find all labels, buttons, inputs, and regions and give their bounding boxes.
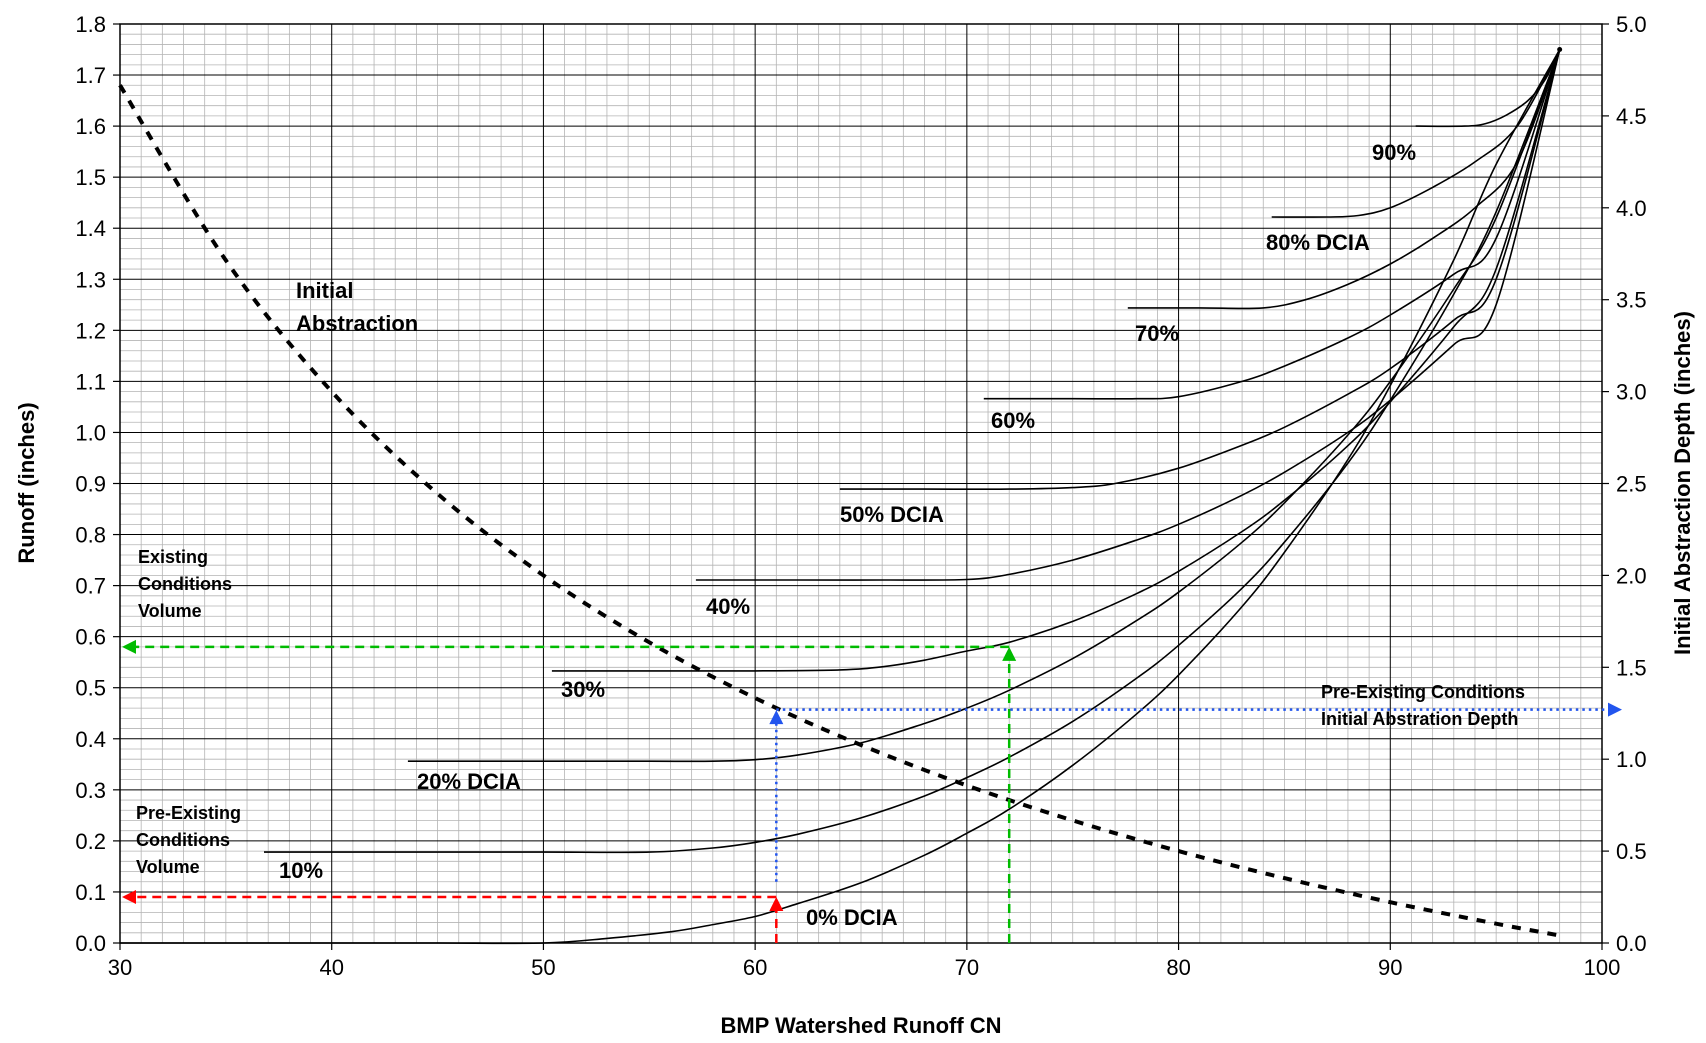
y-tick-label: 1.0 xyxy=(75,420,106,445)
y-tick-label: 0.8 xyxy=(75,523,106,548)
curve-label-10-pct: 10% xyxy=(279,858,323,883)
y2-tick-label: 0.5 xyxy=(1616,839,1647,864)
existing-conditions-volume-left-arrow xyxy=(122,639,136,654)
pre-existing-conditions-volume-line-3: Volume xyxy=(136,857,200,877)
y-tick-label: 0.4 xyxy=(75,727,106,752)
initial-abstraction-label-line-1: Initial xyxy=(296,278,353,303)
y2-tick-label: 1.5 xyxy=(1616,655,1647,680)
pre-existing-abstraction-depth-right-arrow xyxy=(1608,702,1622,717)
pre-existing-conditions-volume-line-1: Pre-Existing xyxy=(136,803,241,823)
y2-tick-label: 0.0 xyxy=(1616,931,1647,956)
pre-existing-conditions-volume-up-arrow xyxy=(769,897,784,912)
y-axis-title: Runoff (inches) xyxy=(14,402,39,563)
curve-30-pct xyxy=(551,49,1561,672)
curve-50-pct-dcia xyxy=(839,49,1561,491)
existing-conditions-volume-line-2: Conditions xyxy=(138,574,232,594)
curve-label-0-pct-dcia: 0% DCIA xyxy=(806,905,898,930)
curve-initial-abstraction xyxy=(118,84,1561,938)
initial-abstraction-label: Initial Abstraction xyxy=(296,278,418,336)
y-tick-label: 1.2 xyxy=(75,318,106,343)
curve-label-90-pct: 90% xyxy=(1372,140,1416,165)
y-tick-label: 0.6 xyxy=(75,625,106,650)
axis-ticks: 30 40 50 60 70 80 90 1000.00.10.20.30.40.50.60.… xyxy=(75,12,1646,980)
existing-conditions-volume-label: Existing Conditions Volume xyxy=(138,547,232,621)
y-tick-label: 0.7 xyxy=(75,574,106,599)
curve-70-pct xyxy=(1127,49,1561,310)
x-tick-label: 80 xyxy=(1166,955,1190,980)
curve-label-70-pct: 70% xyxy=(1135,321,1179,346)
y2-tick-label: 1.0 xyxy=(1616,747,1647,772)
y-tick-label: 1.1 xyxy=(75,369,106,394)
y-tick-label: 1.7 xyxy=(75,63,106,88)
existing-conditions-volume-up-arrow xyxy=(1002,646,1017,661)
curve-label-60-pct: 60% xyxy=(991,408,1035,433)
x-tick-label: 60 xyxy=(743,955,767,980)
curve-label-40-pct: 40% xyxy=(706,594,750,619)
curve-60-pct xyxy=(983,49,1561,400)
y2-tick-label: 3.5 xyxy=(1616,288,1647,313)
y-tick-label: 1.6 xyxy=(75,114,106,139)
curve-80-pct-dcia xyxy=(1271,49,1561,218)
pre-existing-abstraction-depth-up-arrow xyxy=(769,710,784,725)
guide-lines xyxy=(122,639,1622,943)
curve-90-pct xyxy=(1415,49,1561,128)
pre-existing-conditions-volume-left-arrow xyxy=(122,890,136,905)
curve-20-pct-dcia xyxy=(407,49,1561,763)
dcia-curves xyxy=(118,47,1563,945)
curve-40-pct xyxy=(695,49,1561,581)
y-tick-label: 1.5 xyxy=(75,165,106,190)
y2-tick-label: 2.5 xyxy=(1616,472,1647,497)
y2-tick-label: 4.5 xyxy=(1616,104,1647,129)
y-tick-label: 0.2 xyxy=(75,829,106,854)
x-tick-label: 90 xyxy=(1378,955,1402,980)
curve-label-50-pct-dcia: 50% DCIA xyxy=(840,502,944,527)
y-tick-label: 0.9 xyxy=(75,472,106,497)
y-tick-label: 1.3 xyxy=(75,267,106,292)
y-tick-label: 0.1 xyxy=(75,880,106,905)
pre-existing-conditions-volume-label: Pre-Existing Conditions Volume xyxy=(136,803,241,877)
x-tick-label: 50 xyxy=(531,955,555,980)
x-tick-label: 30 xyxy=(108,955,132,980)
initial-abstraction-label-line-2: Abstraction xyxy=(296,311,418,336)
y2-tick-label: 3.0 xyxy=(1616,380,1647,405)
curve-label-80-pct-dcia: 80% DCIA xyxy=(1266,230,1370,255)
existing-conditions-volume-line-3: Volume xyxy=(138,601,202,621)
pre-existing-abstraction-depth-label: Pre-Existing Conditions Initial Abstrati… xyxy=(1321,682,1525,729)
y2-axis-title: Initial Abstraction Depth (inches) xyxy=(1670,311,1695,655)
y-tick-label: 1.4 xyxy=(75,216,106,241)
pre-existing-abstraction-depth-line-2: Initial Abstration Depth xyxy=(1321,709,1518,729)
y2-tick-label: 2.0 xyxy=(1616,563,1647,588)
curve-label-30-pct: 30% xyxy=(561,677,605,702)
pre-existing-conditions-volume-line-2: Conditions xyxy=(136,830,230,850)
x-axis-title: BMP Watershed Runoff CN xyxy=(720,1013,1001,1038)
y-tick-label: 0.5 xyxy=(75,676,106,701)
y2-tick-label: 4.0 xyxy=(1616,196,1647,221)
x-tick-label: 100 xyxy=(1584,955,1621,980)
curve-label-20-pct-dcia: 20% DCIA xyxy=(417,769,521,794)
curve-convergence-point xyxy=(1557,47,1563,53)
curve-labels: 0% DCIA 10% 20% DCIA 30% 40% 50% DCIA 60% 70% 80… xyxy=(279,140,1416,930)
curve-10-pct xyxy=(263,49,1561,854)
y-tick-label: 1.8 xyxy=(75,12,106,37)
existing-conditions-volume-line-1: Existing xyxy=(138,547,208,567)
pre-existing-abstraction-depth-line-1: Pre-Existing Conditions xyxy=(1321,682,1525,702)
y2-tick-label: 5.0 xyxy=(1616,12,1647,37)
y-tick-label: 0.3 xyxy=(75,778,106,803)
x-tick-label: 70 xyxy=(955,955,979,980)
x-tick-label: 40 xyxy=(319,955,343,980)
y-tick-label: 0.0 xyxy=(75,931,106,956)
